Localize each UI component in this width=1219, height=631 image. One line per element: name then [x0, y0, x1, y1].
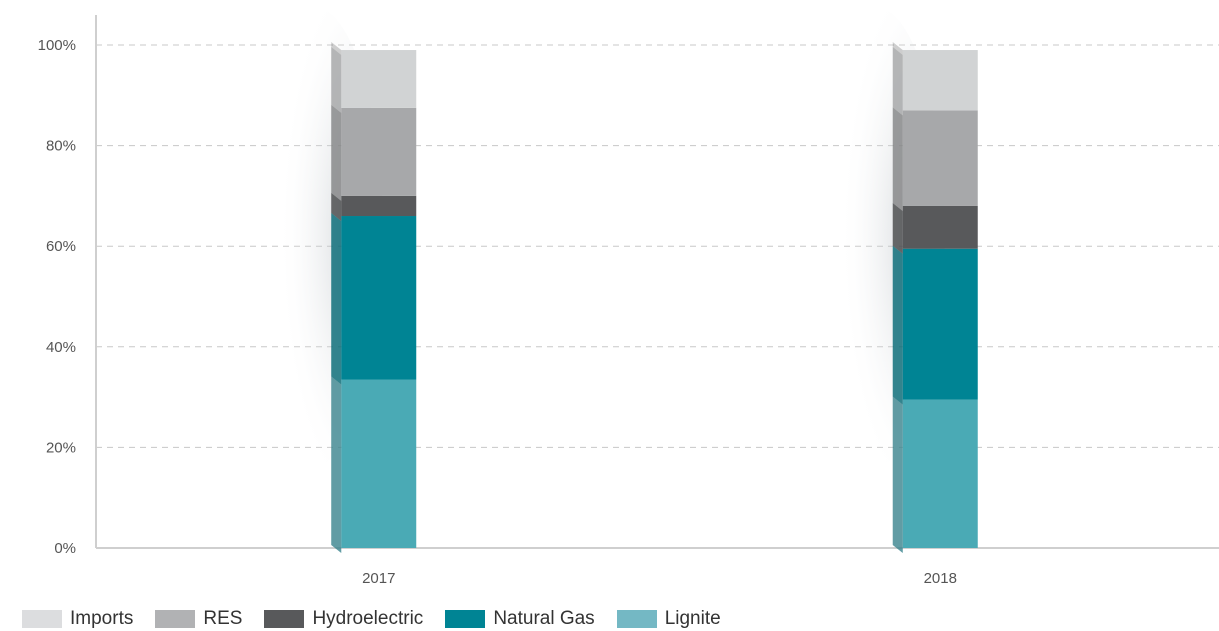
bar-segment-lignite-2017: [341, 379, 417, 548]
bar-segment-imports-2018: [902, 50, 978, 111]
bar-side-res: [331, 104, 342, 201]
y-tick-label: 80%: [46, 138, 76, 155]
bar-segment-imports-2017: [341, 50, 417, 108]
legend: Imports RES Hydroelectric Natural Gas Lignit…: [22, 607, 743, 631]
bar-side-shade: [892, 42, 903, 553]
bar-segment-res-2017: [341, 107, 417, 196]
x-tick-labels: 2017 2018: [362, 570, 957, 587]
bar-segment-hydroelectric-2017: [341, 195, 417, 217]
bar-side-hydroelectric: [331, 192, 342, 222]
bar-side-res: [892, 107, 903, 211]
y-tick-label: 60%: [46, 238, 76, 255]
bar-segment-lignite-2018: [902, 399, 978, 548]
bar-side-lignite: [331, 376, 342, 553]
y-tick-label: 100%: [38, 37, 76, 54]
y-tick-label: 0%: [54, 540, 76, 557]
legend-swatch: [445, 610, 486, 628]
x-tick-label: 2017: [362, 570, 395, 587]
legend-item-lignite: Lignite: [616, 608, 721, 630]
axes: [95, 15, 1219, 549]
bar-segment-res-2018: [902, 110, 978, 206]
legend-item-natural-gas: Natural Gas: [445, 608, 595, 630]
legend-label: Imports: [70, 608, 134, 629]
bar-side-hydroelectric: [892, 202, 903, 254]
legend-label: Lignite: [664, 608, 721, 629]
bar-segment-natural-gas-2017: [341, 216, 417, 380]
y-tick-label: 20%: [46, 439, 76, 456]
legend-swatch: [22, 610, 62, 628]
legend-swatch: [616, 610, 657, 628]
bar-side-lignite: [892, 396, 903, 553]
bar-side-natural-gas: [331, 213, 342, 385]
legend-swatch: [155, 610, 196, 628]
y-tick-label: 40%: [46, 339, 76, 356]
legend-swatch: [264, 610, 305, 628]
x-tick-label: 2018: [924, 570, 957, 587]
bar-side-natural-gas: [892, 245, 903, 405]
bar-segment-natural-gas-2018: [902, 248, 978, 400]
stacked-bar-chart: 0% 20% 40% 60% 80% 100% 2017 2018: [38, 6, 1219, 587]
legend-label: Hydroelectric: [312, 608, 424, 629]
bar-side-imports: [331, 47, 342, 113]
legend-label: RES: [203, 608, 243, 629]
legend-label: Natural Gas: [493, 608, 595, 629]
bar-side-shade: [331, 42, 342, 553]
legend-item-hydroelectric: Hydroelectric: [264, 608, 423, 630]
bar-segment-hydroelectric-2018: [902, 205, 978, 249]
bars: [243, 6, 978, 553]
legend-item-imports: Imports: [22, 608, 133, 630]
y-tick-labels: 0% 20% 40% 60% 80% 100%: [38, 37, 76, 557]
bar-side-imports: [892, 47, 903, 116]
legend-item-res: RES: [155, 608, 242, 630]
